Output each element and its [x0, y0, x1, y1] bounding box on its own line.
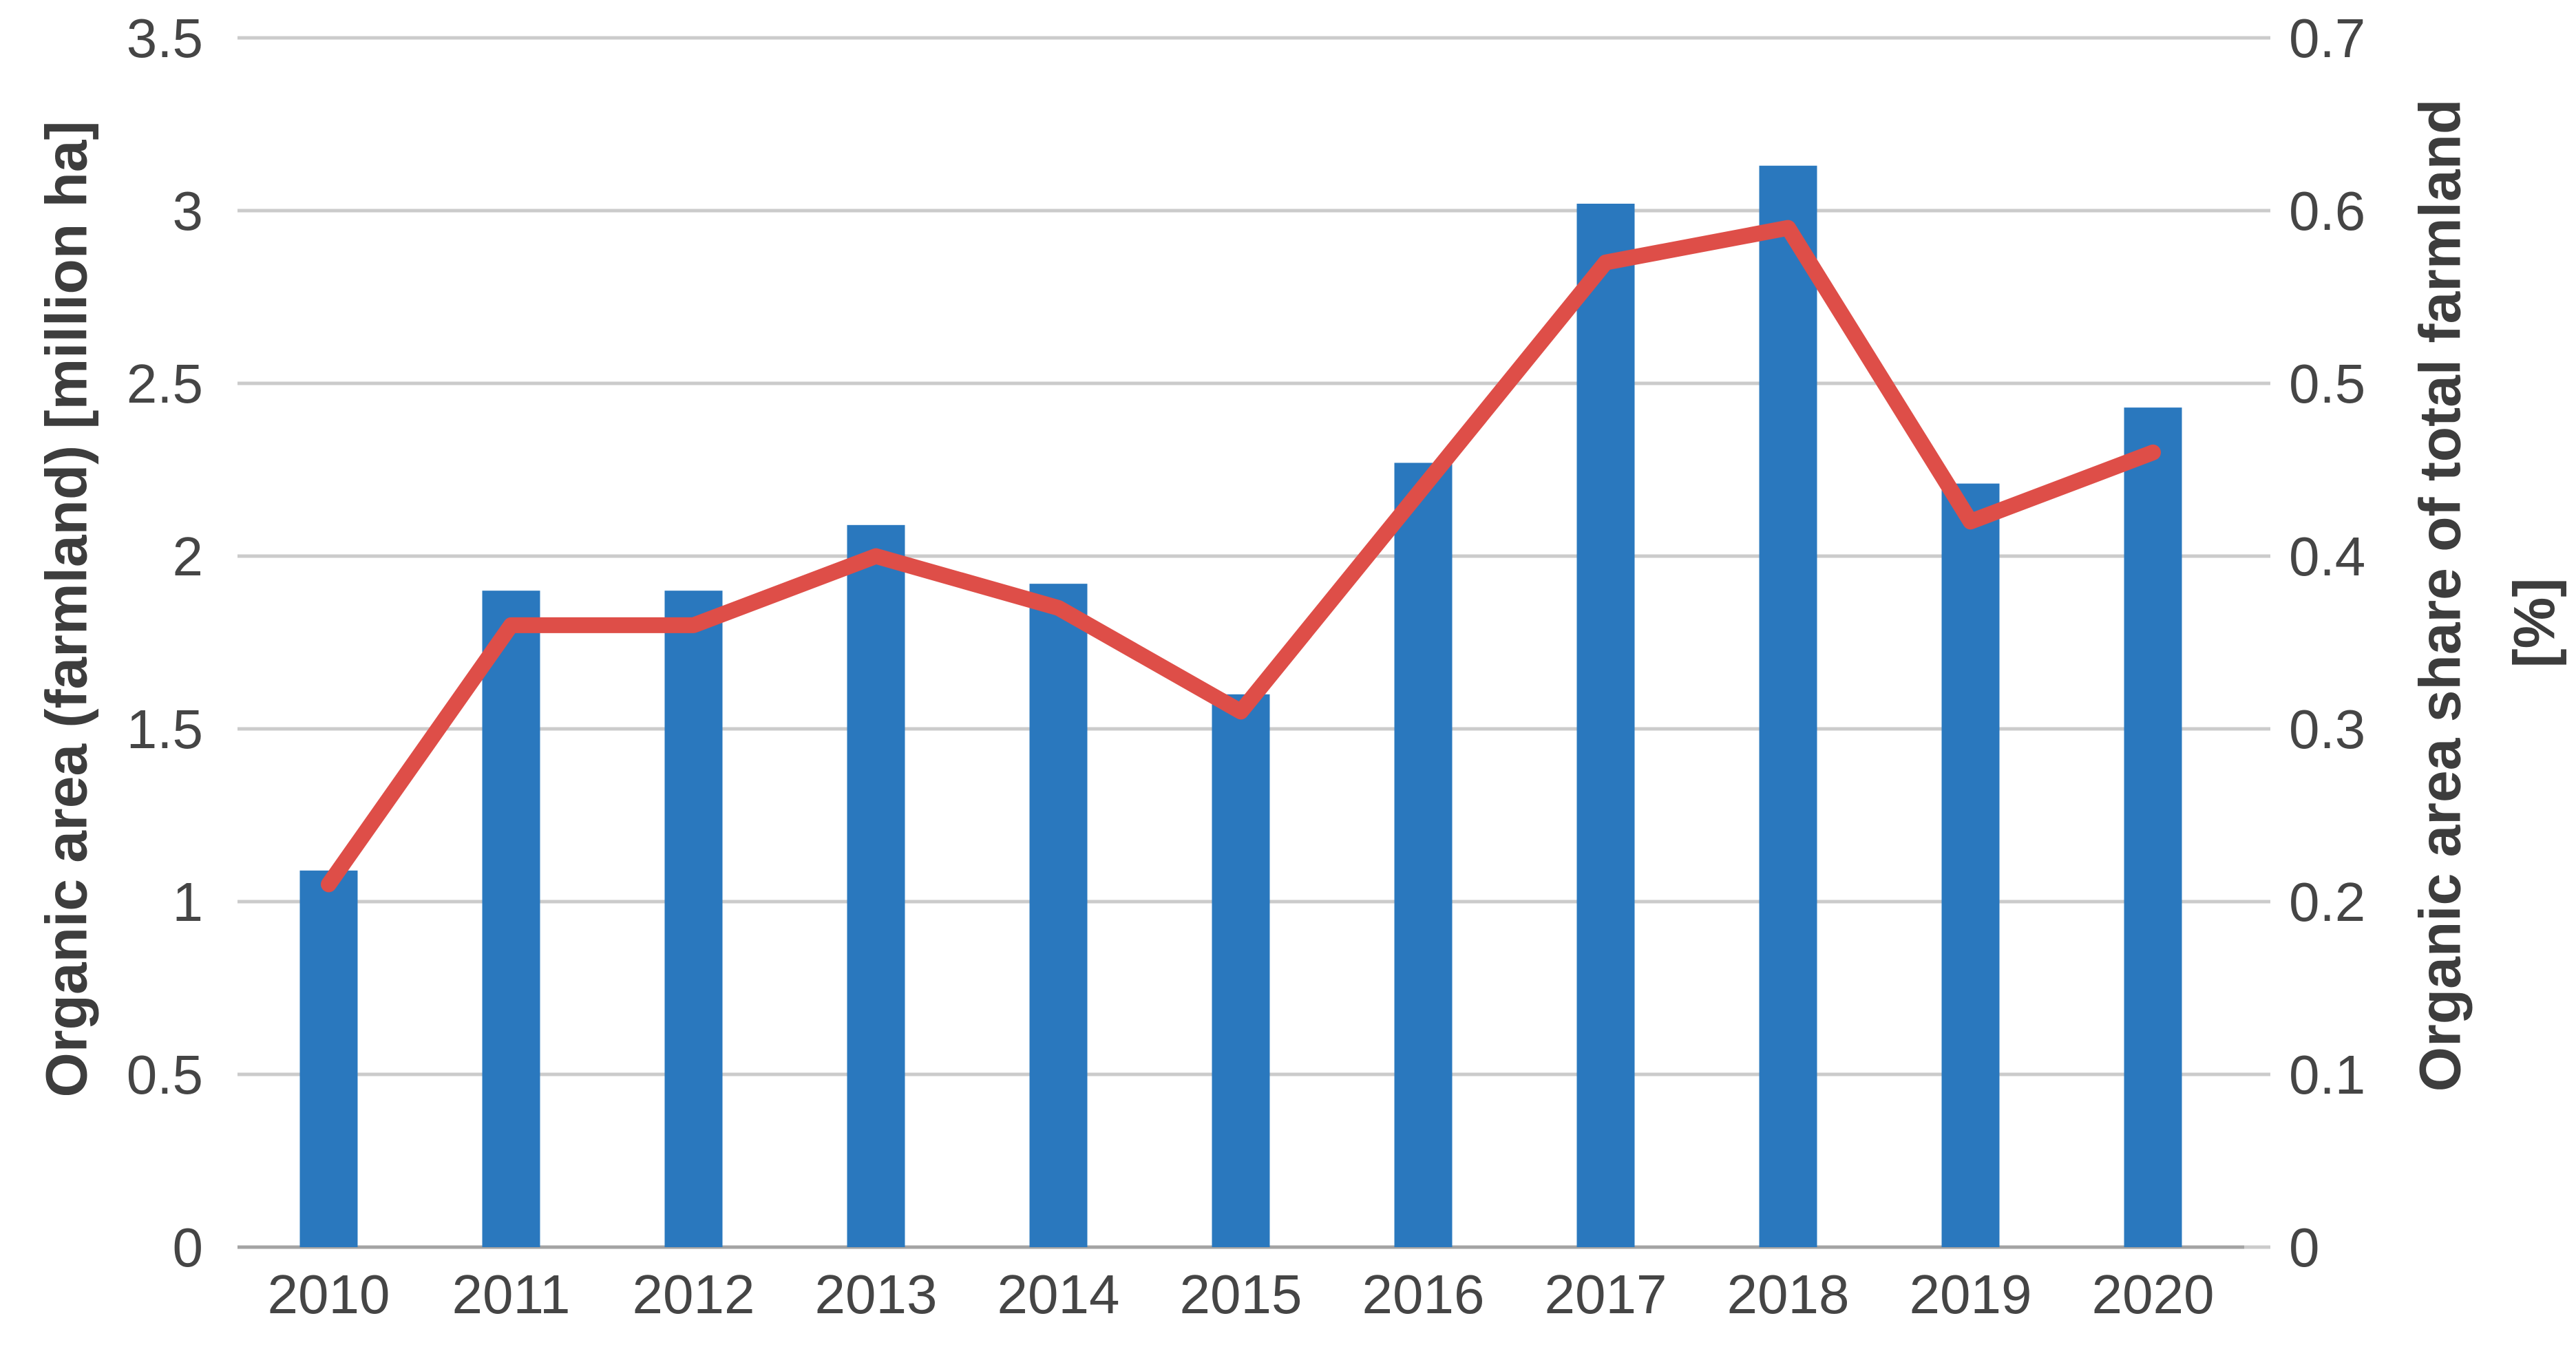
bar-2020 [2124, 407, 2182, 1247]
right-axis-tick-label: 0.1 [2289, 1044, 2365, 1105]
x-axis-label-2019: 2019 [1910, 1264, 2032, 1325]
left-axis-tick-label: 3 [173, 180, 204, 242]
x-axis-label-2010: 2010 [268, 1264, 390, 1325]
right-axis-tick-label: 0.6 [2289, 180, 2365, 242]
x-axis-label-2012: 2012 [633, 1264, 755, 1325]
x-axis-label-2015: 2015 [1180, 1264, 1302, 1325]
right-axis-tick-label: 0.2 [2289, 871, 2365, 933]
left-axis-tick-label: 1 [173, 871, 204, 933]
bar-2015 [1212, 694, 1270, 1247]
right-axis-title: Organic area share of total farmland [2407, 98, 2473, 1092]
x-axis-label-2018: 2018 [1727, 1264, 1850, 1325]
bar-2019 [1941, 483, 2000, 1247]
left-axis-tick-label: 3.5 [127, 8, 203, 69]
right-axis-tick-label: 0.5 [2289, 353, 2365, 414]
x-axis-label-2020: 2020 [2092, 1264, 2215, 1325]
x-axis-label-2014: 2014 [997, 1264, 1120, 1325]
bar-2012 [664, 591, 723, 1247]
bar-2018 [1759, 165, 1817, 1248]
left-axis-tick-label: 0.5 [127, 1044, 203, 1105]
right-axis-title-unit: [%] [2502, 577, 2567, 668]
x-axis-label-2017: 2017 [1545, 1264, 1667, 1325]
right-axis-tick-label: 0 [2289, 1217, 2320, 1278]
right-axis-tick-label: 0.3 [2289, 699, 2365, 760]
right-axis-tick-label: 0.4 [2289, 526, 2365, 587]
bar-2013 [847, 524, 905, 1247]
left-axis-tick-label: 1.5 [127, 699, 203, 760]
x-axis-label-2013: 2013 [815, 1264, 938, 1325]
bar-2014 [1029, 584, 1088, 1247]
bar-2016 [1394, 463, 1453, 1248]
left-axis-tick-label: 0 [173, 1217, 204, 1278]
bar-2010 [299, 870, 358, 1247]
right-axis-tick-label: 0.7 [2289, 8, 2365, 69]
bar-2017 [1576, 203, 1635, 1248]
left-axis-title: Organic area (farmland) [million ha] [34, 120, 99, 1098]
bar-2011 [482, 591, 540, 1247]
x-axis-label-2016: 2016 [1362, 1264, 1485, 1325]
left-axis-tick-label: 2.5 [127, 353, 203, 414]
left-axis-tick-label: 2 [173, 526, 204, 587]
share-line [321, 220, 2161, 893]
x-axis-label-2011: 2011 [452, 1264, 570, 1325]
